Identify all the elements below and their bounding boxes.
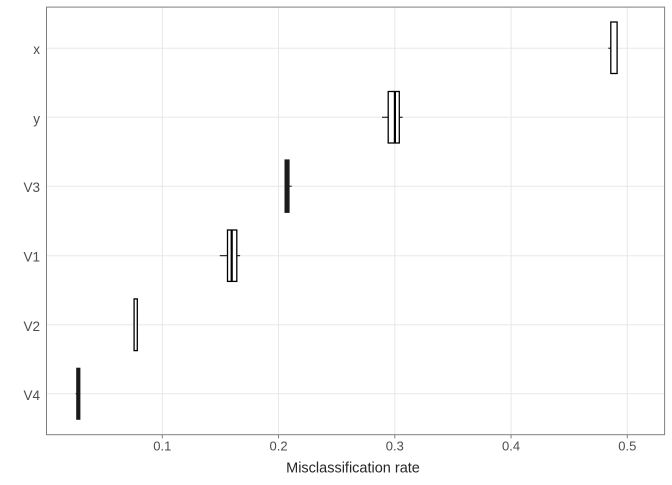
svg-text:0.3: 0.3 — [386, 439, 404, 454]
svg-text:V4: V4 — [23, 388, 40, 403]
svg-text:V3: V3 — [23, 180, 40, 195]
svg-text:V1: V1 — [23, 250, 40, 265]
svg-text:0.4: 0.4 — [502, 439, 520, 454]
svg-text:V2: V2 — [23, 319, 40, 334]
svg-text:x: x — [33, 42, 40, 57]
svg-text:0.2: 0.2 — [270, 439, 288, 454]
svg-text:Misclassification rate: Misclassification rate — [286, 461, 420, 477]
svg-text:0.5: 0.5 — [618, 439, 636, 454]
svg-text:y: y — [33, 111, 40, 126]
svg-text:0.1: 0.1 — [153, 439, 171, 454]
